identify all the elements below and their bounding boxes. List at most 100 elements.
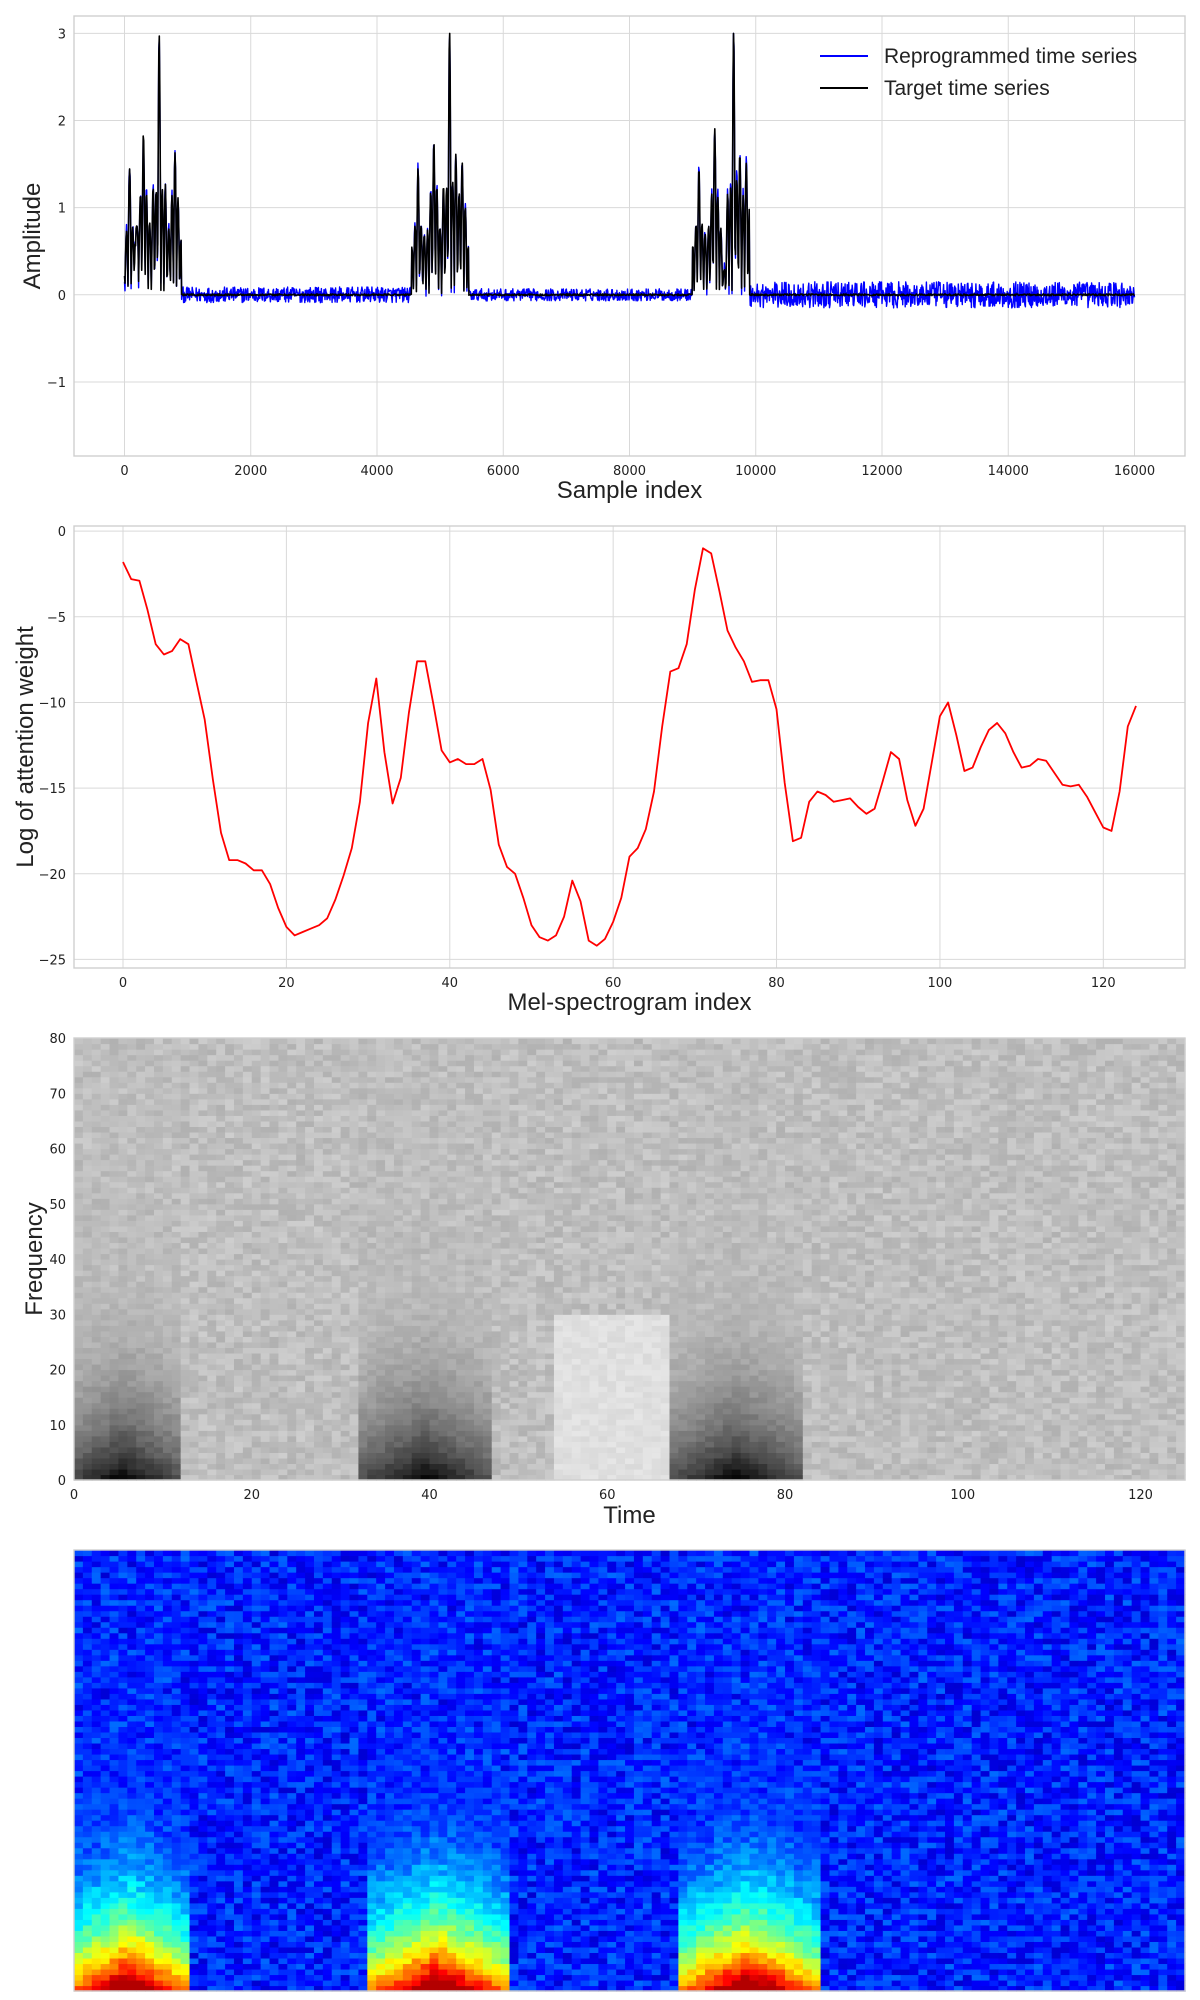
gray-spectrogram-cell	[420, 1463, 431, 1470]
gray-spectrogram-cell	[225, 1303, 235, 1310]
gray-spectrogram-cell	[287, 1231, 297, 1238]
gray-spectrogram-cell	[376, 1352, 386, 1360]
gray-spectrogram-cell	[322, 1253, 333, 1260]
gray-spectrogram-cell	[527, 1076, 537, 1083]
gray-spectrogram-cell	[580, 1386, 591, 1393]
gray-spectrogram-cell	[82, 1214, 93, 1221]
gray-spectrogram-cell	[545, 1231, 555, 1238]
gray-spectrogram-cell	[518, 1187, 528, 1194]
gray-spectrogram-cell	[447, 1142, 457, 1150]
gray-spectrogram-cell	[242, 1336, 253, 1343]
gray-spectrogram-cell	[233, 1236, 244, 1244]
gray-spectrogram-cell	[473, 1054, 484, 1061]
gray-spectrogram-cell	[367, 1043, 377, 1050]
gray-spectrogram-cell	[287, 1424, 297, 1431]
gray-spectrogram-cell	[545, 1446, 555, 1453]
gray-spectrogram-cell	[216, 1225, 226, 1232]
gray-spectrogram-cell	[251, 1247, 262, 1255]
gray-spectrogram-cell	[189, 1308, 200, 1315]
gray-spectrogram-cell	[322, 1165, 333, 1172]
gray-spectrogram-cell	[242, 1165, 253, 1172]
gray-spectrogram-cell	[136, 1292, 146, 1299]
gray-spectrogram-cell	[322, 1446, 333, 1453]
gray-spectrogram-cell	[616, 1308, 626, 1315]
gray-spectrogram-cell	[127, 1076, 137, 1083]
gray-spectrogram-cell	[216, 1286, 226, 1293]
gray-spectrogram-cell	[420, 1336, 431, 1343]
gray-spectrogram-cell	[518, 1463, 528, 1470]
gray-spectrogram-cell	[74, 1142, 84, 1150]
gray-spectrogram-cell	[127, 1154, 137, 1161]
gray-spectrogram-cell	[402, 1142, 413, 1150]
gray-spectrogram-cell	[287, 1054, 297, 1061]
gray-spectrogram-cell	[74, 1187, 84, 1194]
gray-spectrogram-cell	[260, 1358, 271, 1365]
gray-spectrogram-cell	[331, 1115, 342, 1122]
gray-spectrogram-cell	[518, 1275, 528, 1282]
gray-spectrogram-cell	[145, 1109, 155, 1116]
waveform-y-tick-label: 0	[58, 289, 66, 304]
gray-spectrogram-cell	[411, 1198, 422, 1205]
gray-spectrogram-cell	[447, 1446, 457, 1453]
gray-spectrogram-cell	[189, 1375, 200, 1382]
gray-spectrogram-cell	[162, 1065, 173, 1072]
gray-spectrogram-cell	[162, 1347, 173, 1354]
gray-spectrogram-cell	[367, 1463, 377, 1470]
gray-spectrogram-cell	[82, 1352, 93, 1360]
gray-spectrogram-cell	[269, 1402, 280, 1409]
gray-spectrogram-cell	[269, 1281, 280, 1288]
gray-spectrogram-cell	[136, 1142, 146, 1150]
gray-spectrogram-cell	[82, 1098, 93, 1105]
gray-spectrogram-cell	[189, 1181, 200, 1188]
gray-spectrogram-cell	[269, 1468, 280, 1476]
gray-spectrogram-cell	[571, 1419, 582, 1426]
gray-spectrogram-cell	[491, 1220, 502, 1227]
gray-spectrogram-cell	[233, 1120, 244, 1128]
gray-spectrogram-cell	[198, 1286, 208, 1293]
gray-spectrogram-cell	[207, 1054, 217, 1061]
gray-spectrogram-cell	[589, 1468, 599, 1476]
gray-spectrogram-cell	[376, 1292, 386, 1299]
gray-spectrogram-cell	[385, 1319, 395, 1326]
gray-spectrogram-cell	[180, 1441, 191, 1448]
gray-spectrogram-cell	[447, 1098, 457, 1105]
gray-spectrogram-cell	[358, 1253, 368, 1260]
gray-spectrogram-cell	[456, 1220, 466, 1227]
gray-spectrogram-cell	[118, 1397, 128, 1404]
gray-spectrogram-cell	[313, 1391, 324, 1398]
waveform-plot-area	[123, 32, 1136, 309]
gray-spectrogram-cell	[598, 1049, 608, 1056]
gray-spectrogram-cell	[411, 1225, 422, 1232]
gray-spectrogram-cell	[118, 1303, 128, 1310]
gray-spectrogram-cell	[438, 1363, 448, 1371]
gray-spectrogram-cell	[358, 1352, 368, 1360]
gray-spectrogram-cell	[127, 1275, 137, 1282]
gray-spectrogram-cell	[82, 1253, 93, 1260]
gray-spectrogram-cell	[251, 1275, 262, 1282]
gray-spectrogram-cell	[447, 1281, 457, 1288]
gray-spectrogram-cell	[465, 1330, 475, 1337]
gray-spectrogram-cell	[580, 1352, 591, 1360]
gray-spectrogram-cell	[456, 1126, 466, 1133]
gray-spectrogram-cell	[233, 1148, 244, 1155]
gray-spectrogram-cell	[376, 1109, 386, 1116]
gray-spectrogram-cell	[473, 1369, 484, 1376]
gray-spectrogram-cell	[571, 1375, 582, 1382]
gray-spectrogram-cell	[74, 1076, 84, 1083]
gray-spectrogram-cell	[571, 1120, 582, 1128]
gray-spectrogram-cell	[118, 1071, 128, 1078]
gray-spectrogram-cell	[358, 1446, 368, 1453]
gray-spectrogram-cell	[278, 1314, 288, 1321]
gray-spectrogram-cell	[136, 1386, 146, 1393]
gray-spectrogram-cell	[287, 1375, 297, 1382]
gray-spectrogram-cell	[571, 1363, 582, 1371]
gray-spectrogram-cell	[127, 1330, 137, 1337]
gray-spectrogram-cell	[322, 1154, 333, 1161]
gray-spectrogram-cell	[447, 1126, 457, 1133]
gray-spectrogram-cell	[189, 1247, 200, 1255]
gray-spectrogram-cell	[500, 1043, 511, 1050]
gray-spectrogram-cell	[598, 1060, 608, 1067]
gray-spectrogram-cell	[589, 1098, 599, 1105]
gray-spectrogram-image	[74, 1038, 1186, 1481]
gray-spectrogram-cell	[331, 1397, 342, 1404]
